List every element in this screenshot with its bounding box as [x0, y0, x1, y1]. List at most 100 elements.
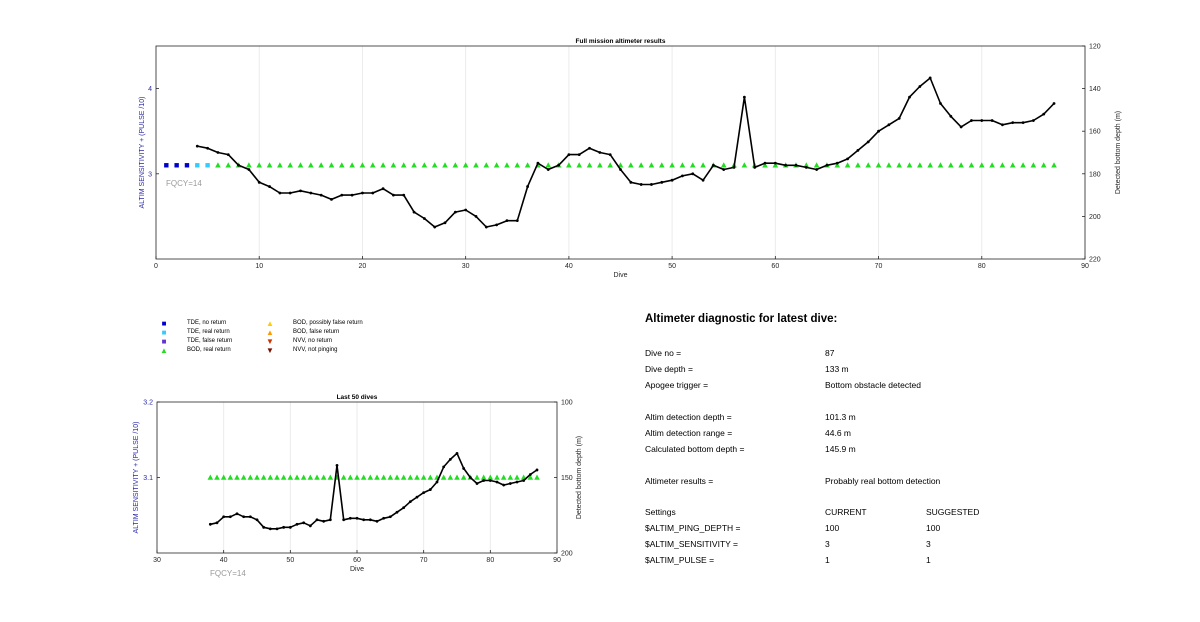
triangle-marker [414, 474, 420, 480]
depth-point [462, 467, 466, 470]
depth-point [275, 527, 279, 531]
triangle-marker [215, 162, 221, 168]
y-axis-label-left: ALTIM SENSITIVITY + (PULSE /10) [139, 97, 146, 209]
triangle-marker [648, 162, 655, 168]
x-tick-label: 50 [668, 263, 676, 270]
triangle-marker [359, 162, 366, 168]
legend-label: BOD, possibly false return [293, 320, 363, 326]
depth-point [350, 193, 354, 197]
depth-point [577, 153, 581, 157]
depth-point [257, 180, 261, 184]
depth-point [990, 119, 994, 122]
legend-label: NVV, not pinging [293, 347, 338, 353]
triangle-marker [906, 162, 913, 168]
triangle-marker [597, 162, 603, 168]
triangle-marker [234, 474, 240, 480]
depth-point [670, 178, 674, 182]
y-tick-label-right: 200 [1089, 214, 1101, 221]
y-tick-label-left: 3 [148, 171, 152, 178]
depth-point [368, 518, 372, 522]
dive-no-label: Dive no = [645, 348, 682, 358]
depth-point [502, 483, 506, 487]
depth-point [222, 515, 226, 519]
triangle-marker [340, 474, 347, 480]
depth-point [939, 102, 942, 105]
triangle-marker [442, 162, 448, 168]
depth-point [226, 153, 230, 157]
depth-point [402, 193, 406, 197]
depth-point [422, 491, 426, 494]
depth-point [488, 479, 492, 482]
triangle-marker [527, 474, 534, 480]
depth-point [928, 76, 932, 80]
suggested-header: SUGGESTED [926, 507, 980, 517]
depth-point [794, 163, 798, 167]
depth-point [877, 129, 880, 133]
triangle-marker [927, 162, 933, 168]
triangle-marker [214, 474, 220, 480]
triangle-marker [865, 162, 872, 168]
altim-detection-range-label: Altim detection range = [645, 428, 733, 438]
triangle-marker [741, 162, 748, 168]
y-tick-label-left: 3.1 [143, 475, 153, 482]
square-marker [205, 163, 210, 168]
triangle-marker [387, 474, 394, 480]
depth-point [474, 215, 478, 218]
x-tick-label: 30 [153, 557, 161, 564]
y-tick-label-right: 150 [561, 475, 573, 482]
depth-point [355, 516, 359, 520]
triangle-marker [240, 474, 247, 480]
y-tick-label-right: 120 [1089, 44, 1101, 51]
depth-point [412, 210, 416, 214]
depth-point [784, 163, 788, 167]
depth-point [278, 191, 282, 195]
full-mission-chart: 0 10 20 30 40 50 60 70 80 90 3 4 120 140 160 180 200 220 F… [139, 38, 1122, 279]
triangle-marker [297, 162, 304, 168]
x-tick-label: 70 [875, 263, 883, 270]
legend-label: TDE, real return [187, 329, 230, 335]
setting-current: 3 [825, 539, 830, 549]
depth-point [846, 157, 849, 161]
triangle-marker [1030, 162, 1037, 168]
triangle-marker [545, 162, 552, 168]
triangle-marker [334, 474, 340, 480]
depth-point [443, 221, 447, 225]
depth-point [309, 191, 313, 195]
triangle-marker [447, 474, 454, 480]
triangle-marker [658, 162, 665, 168]
triangle-marker [400, 162, 407, 168]
triangle-marker [462, 162, 469, 168]
depth-point [815, 168, 819, 171]
depth-point [515, 219, 519, 223]
triangle-marker [277, 162, 283, 168]
depth-point [268, 527, 272, 531]
depth-point [195, 144, 199, 148]
depth-point [691, 172, 695, 176]
depth-point [528, 473, 532, 476]
depth-point [235, 512, 239, 516]
depth-point [262, 525, 266, 529]
chart-title: Last 50 dives [337, 394, 378, 401]
triangle-marker [314, 474, 320, 480]
depth-point [522, 479, 526, 482]
triangle-marker [380, 474, 387, 480]
calculated-bottom-depth-label: Calculated bottom depth = [645, 444, 745, 454]
triangle-marker [349, 162, 355, 168]
x-tick-label: 80 [486, 557, 494, 564]
depth-point [536, 161, 540, 165]
triangle-marker [1020, 162, 1026, 168]
depth-point [980, 119, 984, 122]
depth-point [557, 163, 560, 167]
depth-point [361, 191, 364, 195]
depth-point [856, 148, 860, 152]
depth-point [208, 522, 212, 526]
depth-point [722, 168, 726, 171]
depth-point [442, 465, 446, 469]
depth-point [288, 525, 292, 529]
x-tick-label: 60 [353, 557, 361, 564]
triangle-marker [328, 162, 335, 168]
triangle-marker [514, 474, 520, 480]
square-icon: ■ [161, 328, 167, 337]
x-tick-label: 60 [771, 263, 779, 270]
depth-point [448, 457, 452, 461]
